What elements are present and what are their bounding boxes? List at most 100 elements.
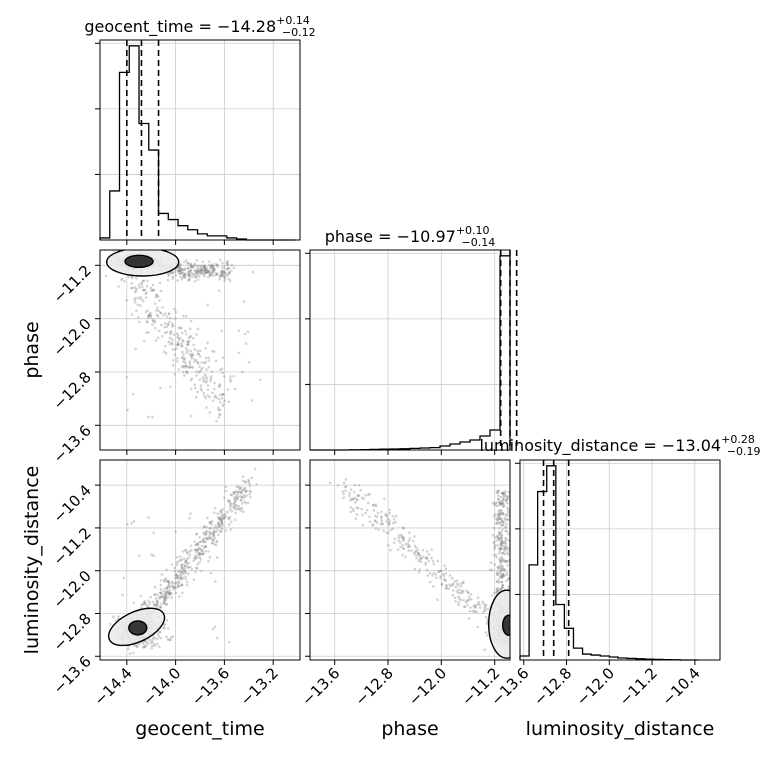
scatter-point [152,554,155,558]
scatter-point [204,270,207,274]
scatter-point [204,267,207,271]
scatter-point [219,511,223,515]
scatter-point [159,386,162,390]
scatter-point [414,550,417,553]
scatter-point [164,595,168,599]
scatter-point [500,560,503,564]
scatter-point [498,517,502,521]
scatter-point [501,511,505,515]
scatter-point [502,558,506,562]
scatter-point [498,500,501,504]
scatter-point [244,481,247,484]
scatter-point [147,315,151,318]
scatter-point [207,359,211,363]
scatter-point [165,603,168,606]
scatter-point [419,556,423,560]
scatter-point [234,508,237,511]
scatter-point [182,358,186,361]
scatter-point [448,574,452,577]
scatter-point [374,504,378,508]
scatter-point [164,577,168,581]
scatter-point [189,265,193,269]
scatter-point [424,556,428,560]
scatter-point [485,622,489,625]
scatter-point [501,502,505,505]
scatter-point [161,596,165,600]
scatter-point [495,573,499,576]
scatter-point [155,309,158,312]
scatter-point [500,569,503,572]
scatter-point [208,273,212,277]
scatter-point [221,393,224,396]
scatter-point [454,600,457,603]
scatter-point [458,597,461,600]
scatter-point [497,567,500,571]
scatter-point [202,265,205,269]
scatter-point [496,519,499,523]
scatter-point [232,374,235,378]
scatter-point [507,514,510,517]
scatter-point [204,346,207,350]
scatter-point [140,282,144,286]
scatter-point [380,516,383,520]
scatter-point [171,277,175,280]
scatter-point [249,490,252,494]
scatter-point [215,263,219,267]
scatter-point [502,512,505,516]
scatter-point [122,576,126,580]
scatter-point [131,392,135,396]
scatter-point [484,606,487,609]
scatter-point [374,519,377,523]
scatter-point [497,515,500,518]
scatter-point [176,342,180,346]
scatter-point [482,602,486,606]
scatter-point [159,587,163,591]
scatter-point [158,299,161,302]
scatter-point [235,485,239,489]
x-tick-label: −12.8 [530,664,575,709]
scatter-point [170,341,174,344]
scatter-point [171,271,174,274]
scatter-point [173,576,177,580]
scatter-point [501,523,505,527]
scatter-point [173,586,177,589]
scatter-point [374,503,377,506]
scatter-point [171,585,175,589]
scatter-point [505,579,508,583]
scatter-point [222,375,226,378]
scatter-point [206,270,210,274]
scatter-point [200,268,204,272]
scatter-point [196,269,199,272]
scatter-point [150,646,154,650]
scatter-point [510,635,513,638]
scatter-point [160,334,164,338]
scatter-point [500,524,503,527]
scatter-point [514,632,517,635]
scatter-point [513,655,516,658]
scatter-point [229,503,232,507]
panel-frame [99,249,301,451]
scatter-point [466,603,469,607]
scatter-point [152,531,155,535]
scatter-point [505,506,509,510]
scatter-point [138,304,142,307]
scatter-point [367,501,370,505]
scatter-point [413,544,417,548]
scatter-point [210,264,213,268]
scatter-point [196,548,200,551]
scatter-point [168,593,171,596]
scatter-point [382,497,386,501]
scatter-point [511,626,514,629]
scatter-point [204,267,208,271]
scatter-point [196,542,200,545]
y-tick-label: −12.8 [50,368,95,413]
scatter-point [498,522,501,525]
scatter-point [499,502,503,506]
scatter-point [220,367,224,371]
scatter-point [497,581,501,584]
title-phase: phase = −10.97+0.10 −0.14 [325,224,496,249]
panel-frame [99,39,301,241]
contour-level [501,614,510,636]
scatter-point [502,520,506,524]
scatter-point [179,571,183,574]
